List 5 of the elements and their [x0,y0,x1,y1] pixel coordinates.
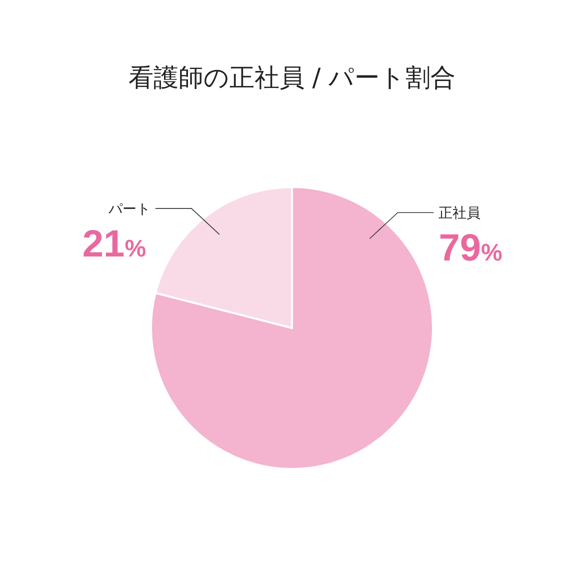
chart-title: 看護師の正社員 / パート割合 [128,63,456,92]
data-label: 21% [82,223,146,266]
slice-label: パート [107,201,150,218]
data-label: 79% [438,228,502,270]
slice-label: 正社員 [438,206,481,222]
